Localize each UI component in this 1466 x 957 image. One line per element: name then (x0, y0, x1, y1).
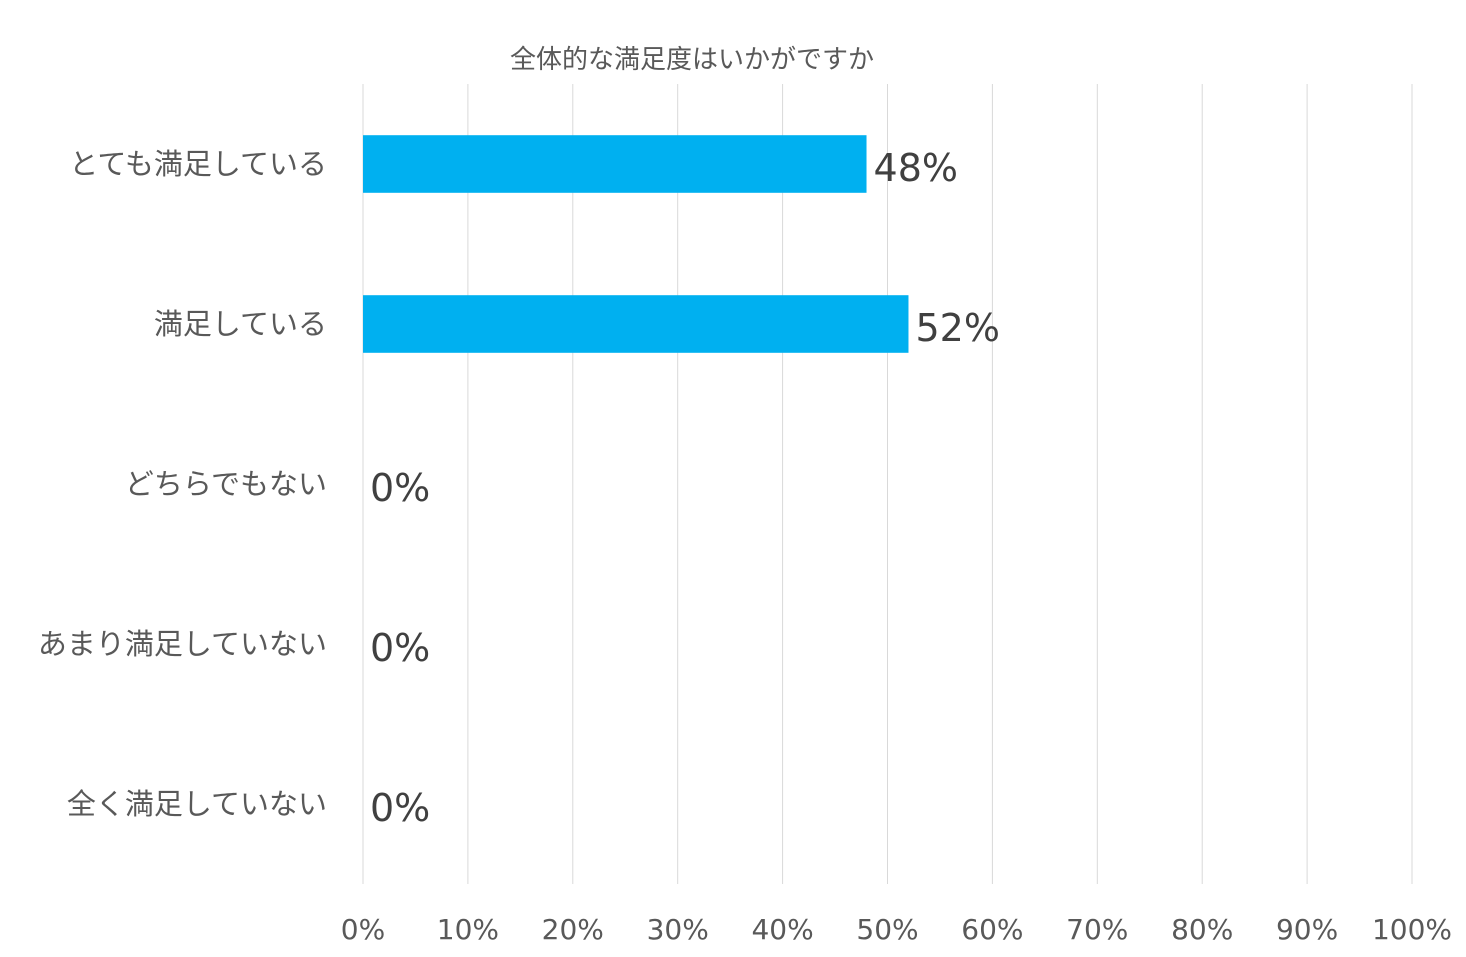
x-axis-tick-labels: 0% 10% 20% 30% 40% 50% 60% 70% 80% 90% 100% (341, 913, 1452, 946)
x-tick-label: 100% (1372, 913, 1452, 946)
category-label: どちらでもない (125, 467, 327, 501)
x-tick-label: 30% (647, 913, 709, 946)
data-label: 48% (874, 146, 958, 190)
bar (363, 135, 867, 193)
x-tick-label: 10% (437, 913, 499, 946)
category-label: とても満足している (69, 147, 327, 181)
bar (363, 295, 909, 353)
x-tick-label: 90% (1276, 913, 1338, 946)
x-tick-label: 20% (542, 913, 604, 946)
x-tick-label: 70% (1066, 913, 1128, 946)
x-tick-label: 60% (961, 913, 1023, 946)
data-label: 0% (370, 786, 430, 830)
data-label: 0% (370, 466, 430, 510)
x-tick-label: 80% (1171, 913, 1233, 946)
category-label: あまり満足していない (38, 627, 327, 661)
x-tick-label: 0% (341, 913, 385, 946)
gridlines (362, 84, 1413, 884)
category-labels: とても満足している満足しているどちらでもないあまり満足していない全く満足していな… (38, 147, 327, 821)
x-tick-label: 50% (856, 913, 918, 946)
data-label: 0% (370, 626, 430, 670)
data-labels: 48% 52% 0% 0% 0% (370, 146, 1000, 830)
category-label: 全く満足していない (67, 787, 327, 821)
chart-title: 全体的な満足度はいかがですか (510, 45, 874, 75)
data-label: 52% (915, 306, 999, 350)
category-label: 満足している (154, 307, 327, 341)
bars (363, 135, 909, 353)
x-tick-label: 40% (751, 913, 813, 946)
